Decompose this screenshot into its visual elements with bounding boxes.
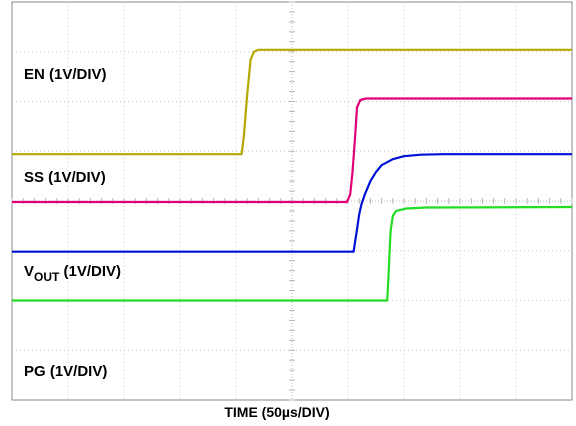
series-label-vout: VOUT (1V/DIV) <box>24 263 121 284</box>
series-label-pg: PG (1V/DIV) <box>24 363 107 380</box>
traces <box>12 48 573 302</box>
vout-trace <box>12 153 572 253</box>
series-label-ss: SS (1V/DIV) <box>24 169 106 186</box>
pg-trace <box>12 205 573 302</box>
ss-trace <box>12 97 572 204</box>
en-trace <box>12 48 572 156</box>
series-label-en: EN (1V/DIV) <box>24 66 107 83</box>
x-axis-label: TIME (50µs/DIV) <box>224 404 329 420</box>
